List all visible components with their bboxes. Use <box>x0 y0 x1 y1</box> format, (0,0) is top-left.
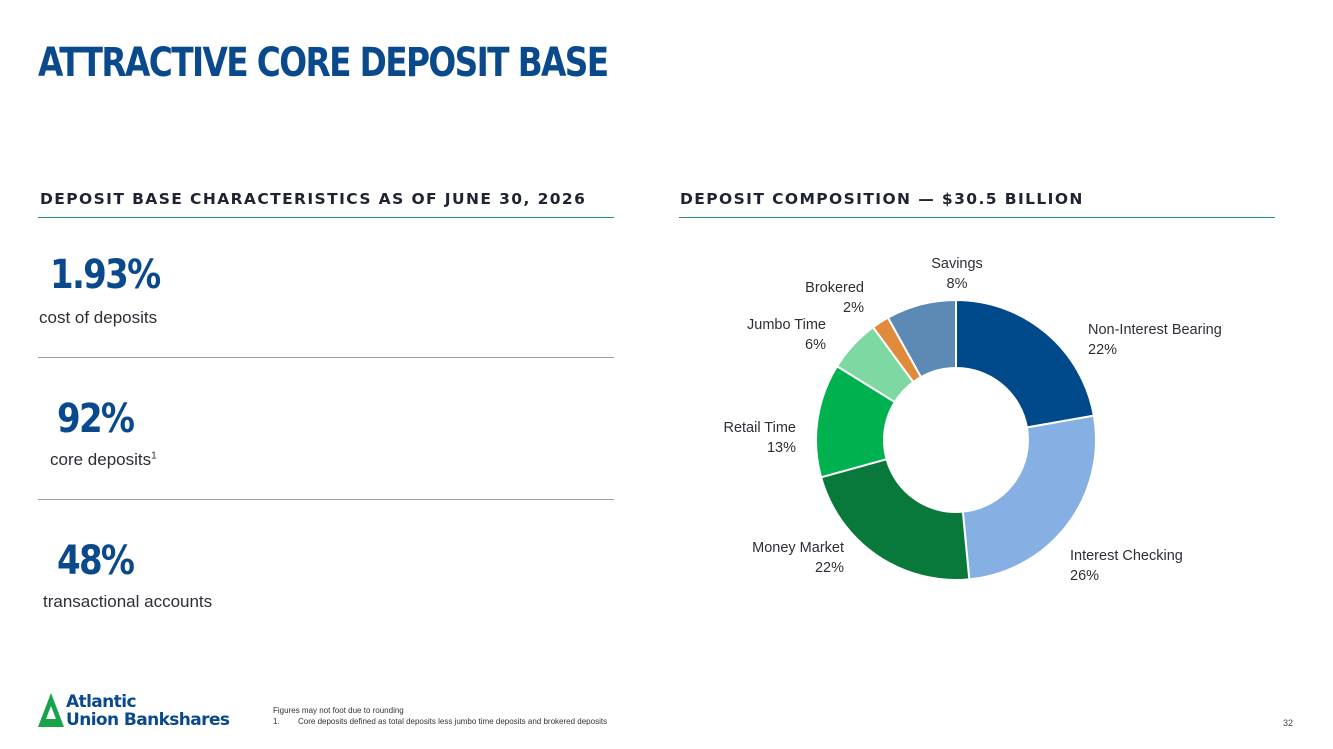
donut-slice-interest-checking <box>961 414 1097 581</box>
page-number: 32 <box>1282 718 1293 728</box>
footnote-1: 1. Core deposits defined as total deposit… <box>273 716 607 727</box>
left-heading-rule <box>38 217 614 218</box>
donut-value-label: 26% <box>1070 568 1099 584</box>
donut-category-label: Interest Checking <box>1070 548 1183 564</box>
logo-line2: Union Bankshares <box>66 710 230 730</box>
stat-divider <box>38 357 614 358</box>
donut-value-label: 6% <box>805 337 826 353</box>
donut-label-interest-checking: Interest Checking 26% <box>1070 548 1183 584</box>
right-heading-rule <box>679 217 1275 218</box>
logo-line1: Atlantic <box>66 692 137 712</box>
transactional-accounts-label: transactional accounts <box>43 592 213 611</box>
deposit-composition-heading: DEPOSIT COMPOSITION — $30.5 BILLION <box>680 190 1084 208</box>
transactional-accounts-value: 48% <box>57 538 135 584</box>
footnote-rounding: Figures may not foot due to rounding <box>273 706 404 715</box>
donut-label-savings: Savings 8% <box>931 256 983 292</box>
logo-mark-icon <box>38 693 64 727</box>
donut-label-money-market: Money Market 22% <box>752 540 844 576</box>
stat-divider <box>38 499 614 500</box>
donut-label-jumbo-time: Jumbo Time 6% <box>747 317 826 353</box>
donut-label-retail-time: Retail Time 13% <box>723 420 796 456</box>
cost-of-deposits-label: cost of deposits <box>39 308 158 327</box>
donut-value-label: 22% <box>815 560 844 576</box>
company-logo: Atlantic Union Bankshares <box>38 692 258 732</box>
donut-slice-money-market <box>819 457 971 581</box>
footnotes: Figures may not foot due to rounding 1. C… <box>273 705 607 727</box>
footnote-number: 1. <box>273 717 280 726</box>
donut-slice-non-interest-bearing <box>955 298 1096 429</box>
donut-category-label: Retail Time <box>723 420 796 436</box>
cost-of-deposits-value: 1.93% <box>50 252 161 298</box>
donut-category-label: Savings <box>931 256 983 272</box>
donut-value-label: 13% <box>767 440 796 456</box>
core-deposits-value: 92% <box>57 396 135 442</box>
donut-category-label: Jumbo Time <box>747 317 826 333</box>
donut-value-label: 22% <box>1088 342 1117 358</box>
donut-label-brokered: Brokered 2% <box>805 280 864 316</box>
donut-category-label: Non-Interest Bearing <box>1088 322 1222 338</box>
donut-value-label: 2% <box>843 300 864 316</box>
core-deposits-label: core deposits1 <box>50 450 157 470</box>
deposit-characteristics-heading: DEPOSIT BASE CHARACTERISTICS AS OF JUNE … <box>40 190 587 208</box>
page-title: ATTRACTIVE CORE DEPOSIT BASE <box>38 40 609 86</box>
deposit-composition-donut-chart: Non-Interest Bearing 22% Interest Checking… <box>723 256 1222 584</box>
footnote-marker: 1 <box>151 450 157 462</box>
donut-label-non-interest-bearing: Non-Interest Bearing 22% <box>1088 322 1222 358</box>
donut-value-label: 8% <box>947 276 968 292</box>
core-deposits-label-text: core deposits <box>50 450 152 469</box>
donut-category-label: Brokered <box>805 280 864 296</box>
donut-slice-savings <box>886 298 957 379</box>
donut-category-label: Money Market <box>752 540 844 556</box>
footnote-1-text: Core deposits defined as total deposits … <box>298 717 608 726</box>
